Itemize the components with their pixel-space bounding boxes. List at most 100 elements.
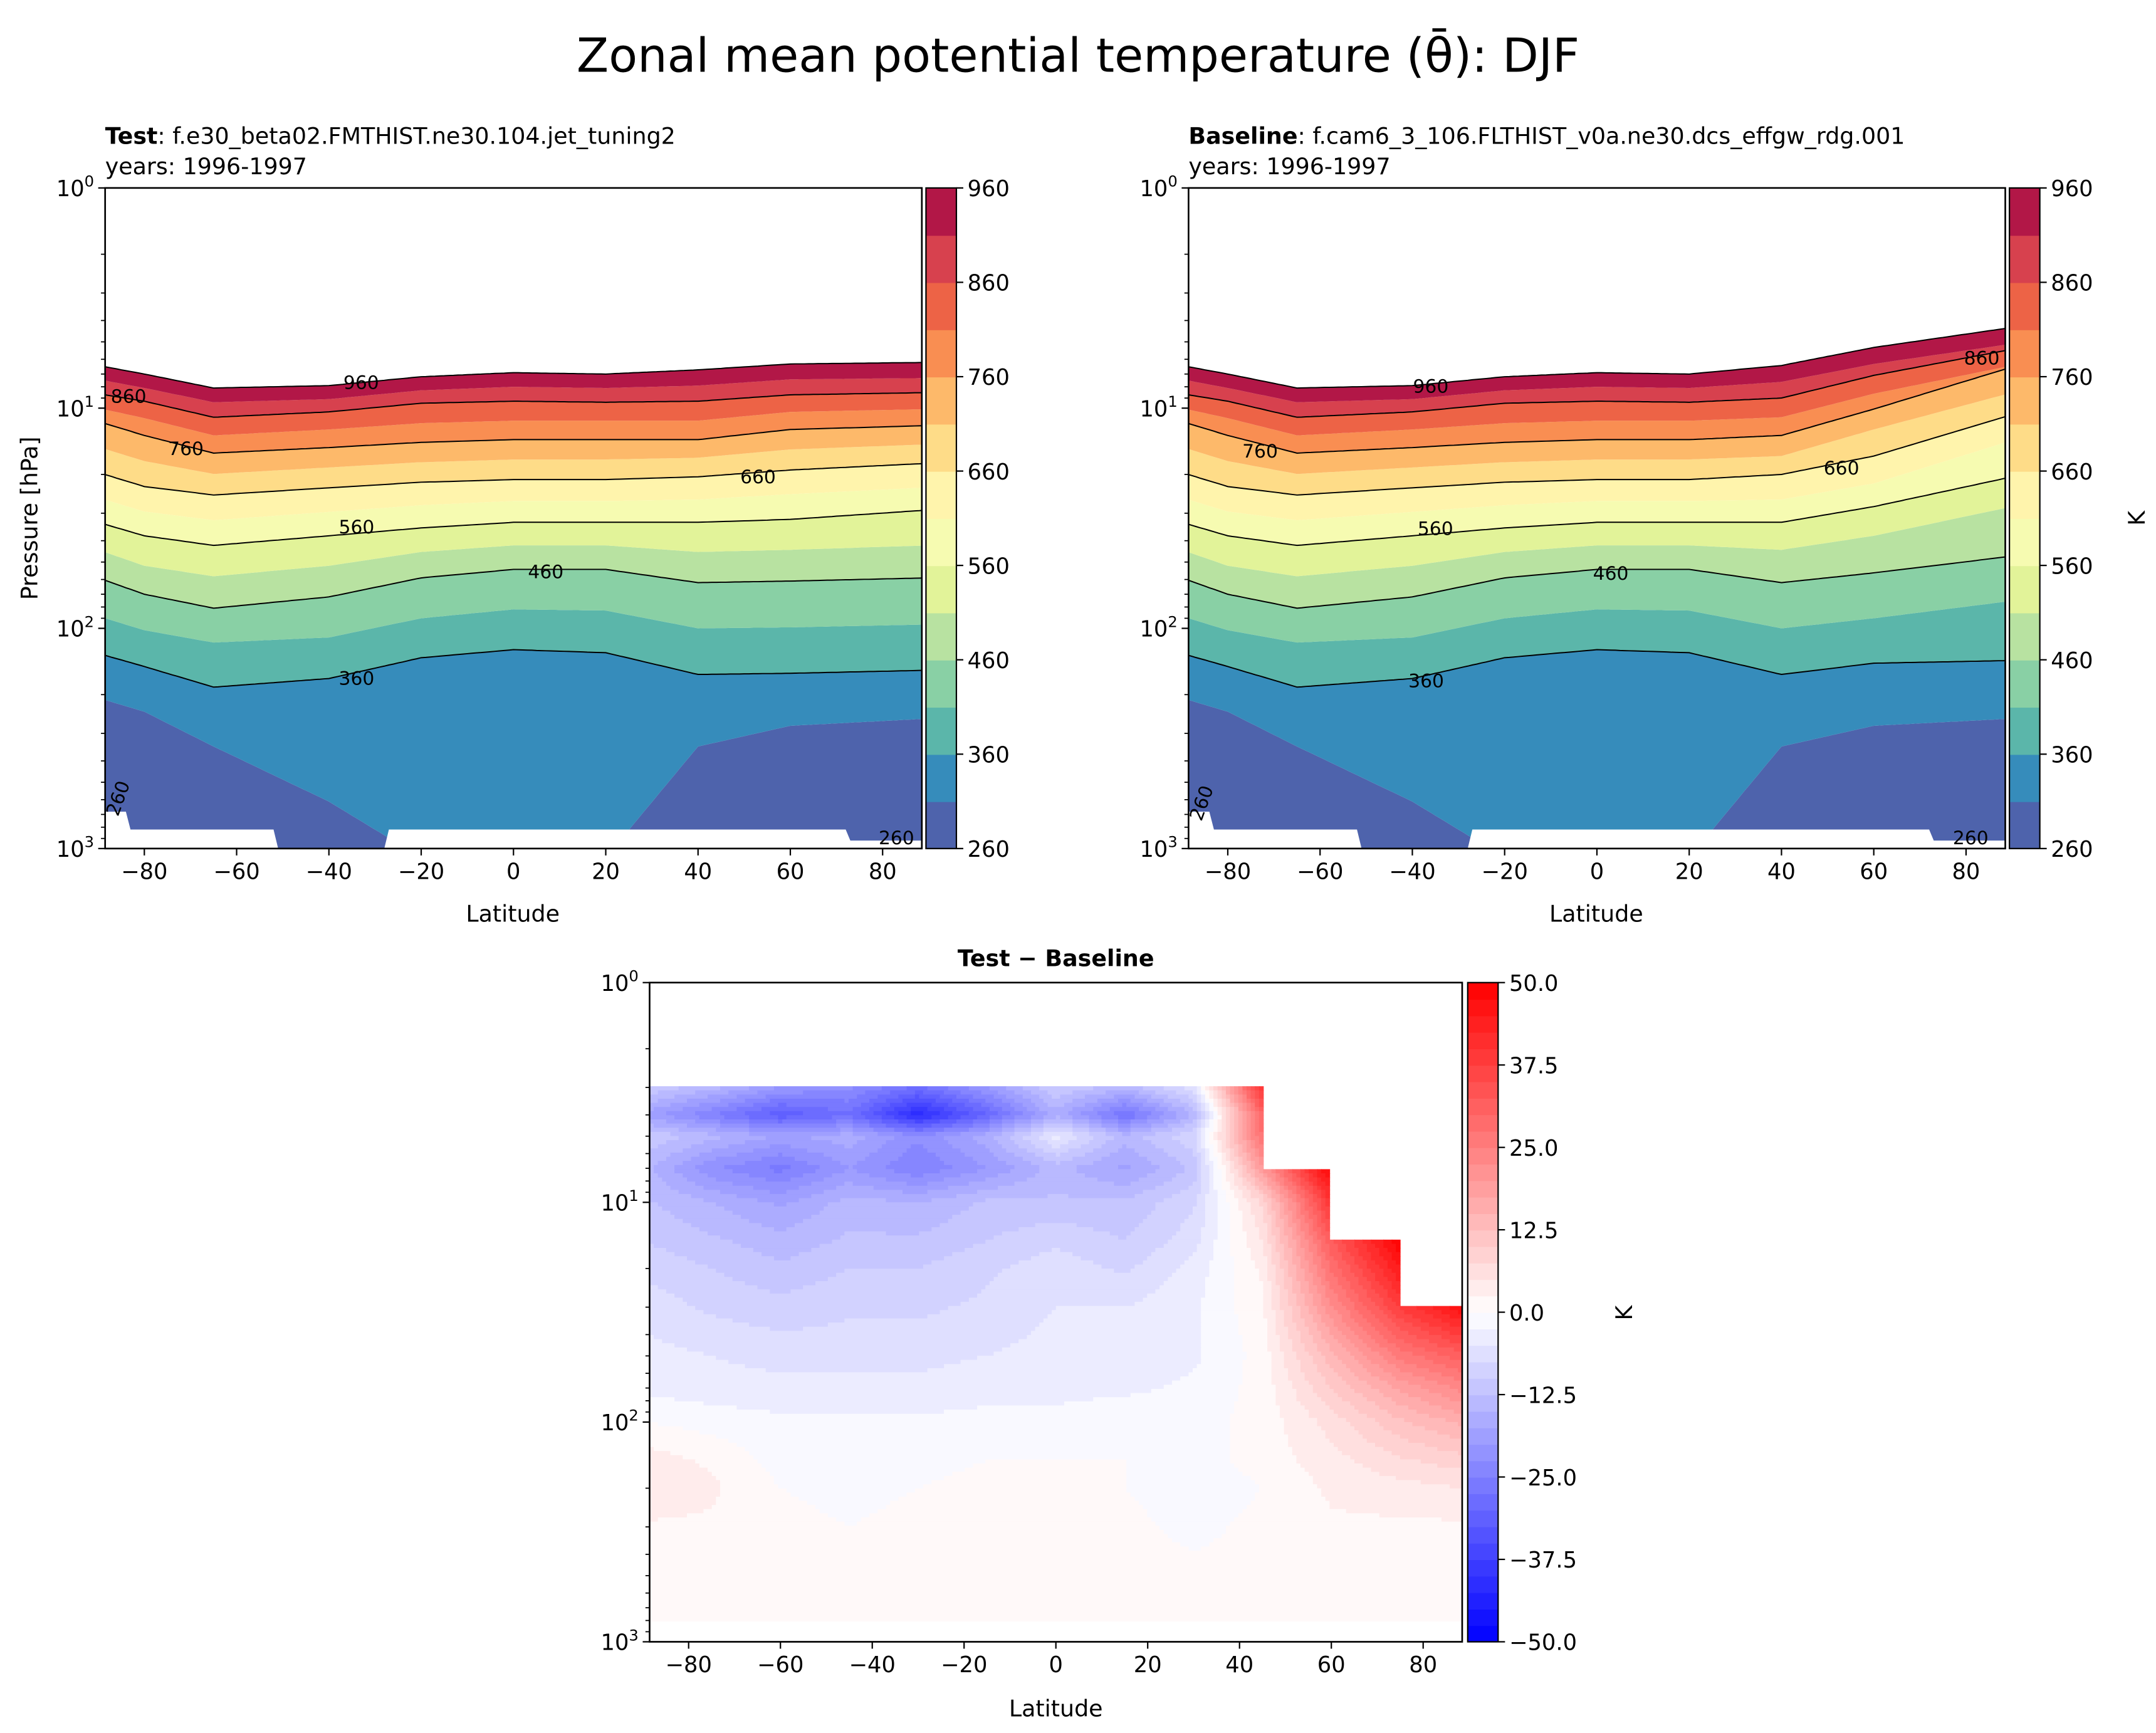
diff-cell	[1304, 1252, 1314, 1257]
diff-cell	[1230, 1181, 1235, 1186]
diff-cell	[1188, 1115, 1198, 1120]
diff-cell	[1043, 1098, 1074, 1104]
diff-cell	[1213, 1538, 1463, 1543]
diff-cell	[1363, 1269, 1372, 1274]
baseline-band-710-760	[1188, 369, 2006, 474]
diff-cell	[1205, 1131, 1210, 1137]
diff-cell	[931, 1227, 1020, 1232]
diff-cell	[1458, 1310, 1463, 1315]
diff-cell	[649, 1260, 696, 1265]
diff-cell	[852, 1128, 874, 1133]
diff-cell	[1230, 1086, 1235, 1091]
diff-cell	[865, 1115, 882, 1120]
test-contour-460	[105, 568, 922, 609]
diff-cell	[1312, 1475, 1397, 1481]
diff-cell	[844, 1144, 854, 1149]
diff-cell	[1304, 1177, 1310, 1183]
diff-cell	[649, 1421, 659, 1427]
diff-cell	[1288, 1169, 1293, 1174]
diff-cell	[1250, 1107, 1256, 1112]
diff-cell	[1114, 1181, 1131, 1186]
diff-cell	[649, 1231, 708, 1237]
diff-cell	[911, 1111, 924, 1116]
diff-cell	[649, 1451, 671, 1456]
diff-cell	[674, 1215, 741, 1220]
diff-cell	[1130, 1098, 1148, 1104]
diff-cell	[649, 1252, 676, 1257]
diff-cell	[1288, 1243, 1297, 1249]
diff-cell	[649, 1397, 676, 1402]
diff-cell	[1259, 1152, 1264, 1158]
diff-cell	[1325, 1235, 1331, 1240]
baseline-colorbar-tick-label: 960	[2051, 176, 2093, 202]
diff-cell	[1284, 1426, 1322, 1431]
diff-cell	[649, 1480, 721, 1485]
diff-cell	[890, 1161, 945, 1166]
diff-cell	[1255, 1480, 1314, 1485]
diff-cell	[1325, 1339, 1339, 1344]
diff-cell	[1358, 1280, 1372, 1286]
diff-cell	[691, 1223, 762, 1228]
diff-cell	[989, 1107, 1003, 1112]
diff-cell	[1201, 1356, 1247, 1361]
diff-cell	[716, 1500, 808, 1506]
diff-cell	[1242, 1090, 1247, 1096]
diff-cell	[649, 1463, 700, 1469]
diff-cell	[1279, 1198, 1289, 1203]
diff-cell	[1383, 1334, 1397, 1340]
diff-cell	[1267, 1272, 1277, 1278]
diff-colorbar-band	[1467, 1378, 1499, 1396]
diff-cell	[1002, 1231, 1111, 1237]
diff-cell	[1201, 1343, 1243, 1348]
baseline-ytick-base: 10	[1139, 837, 1168, 862]
diff-cell	[1247, 1198, 1260, 1203]
diff-cell	[1317, 1310, 1326, 1315]
diff-cell	[935, 1152, 966, 1158]
diff-cell	[1247, 1177, 1256, 1183]
diff-cell	[965, 1152, 995, 1158]
diff-cell	[1163, 1198, 1198, 1203]
diff-cell	[973, 1123, 990, 1129]
diff-cell	[1292, 1260, 1301, 1265]
diff-cell	[1234, 1310, 1264, 1315]
diff-cell	[649, 1086, 679, 1091]
diff-cell	[977, 1356, 1202, 1361]
diff-cell	[1230, 1447, 1293, 1452]
diff-cell	[1217, 1144, 1223, 1149]
diff-cell	[1284, 1356, 1297, 1361]
diff-cell	[649, 1264, 708, 1270]
diff-cell	[948, 1306, 1057, 1311]
diff-cell	[981, 1102, 995, 1108]
diff-cell	[1296, 1459, 1355, 1464]
baseline-contour-label: 560	[1418, 518, 1453, 540]
diff-cell	[1126, 1488, 1260, 1494]
diff-cell	[1222, 1086, 1227, 1091]
baseline-xtick-label: −20	[1481, 859, 1527, 884]
diff-cell	[666, 1156, 692, 1162]
diff-xtick-label: 20	[1134, 1652, 1162, 1678]
baseline-contour-label: 260	[1953, 827, 1989, 849]
diff-cell	[1234, 1194, 1243, 1199]
diff-cell	[1234, 1260, 1256, 1265]
diff-cell	[1147, 1115, 1160, 1120]
diff-cell	[1035, 1144, 1052, 1149]
diff-cell	[1068, 1111, 1082, 1116]
diff-cell	[736, 1194, 812, 1199]
diff-cell	[1337, 1248, 1347, 1253]
diff-cell	[1263, 1173, 1268, 1178]
baseline-xtick-label: 60	[1860, 859, 1888, 884]
diff-cell	[1018, 1260, 1094, 1265]
diff-cell	[1400, 1326, 1421, 1332]
diff-cell	[803, 1218, 949, 1224]
diff-cell	[654, 1169, 676, 1174]
diff-cell	[1234, 1517, 1442, 1522]
diff-cell	[695, 1260, 933, 1265]
diff-colorbar-band	[1467, 1279, 1499, 1297]
diff-cell	[1238, 1393, 1277, 1398]
diff-cell	[1329, 1505, 1463, 1510]
diff-cell	[753, 1185, 800, 1191]
diff-cell	[1230, 1107, 1235, 1112]
diff-cell	[1242, 1148, 1247, 1153]
diff-cell	[778, 1119, 783, 1124]
diff-cell	[1325, 1173, 1331, 1178]
